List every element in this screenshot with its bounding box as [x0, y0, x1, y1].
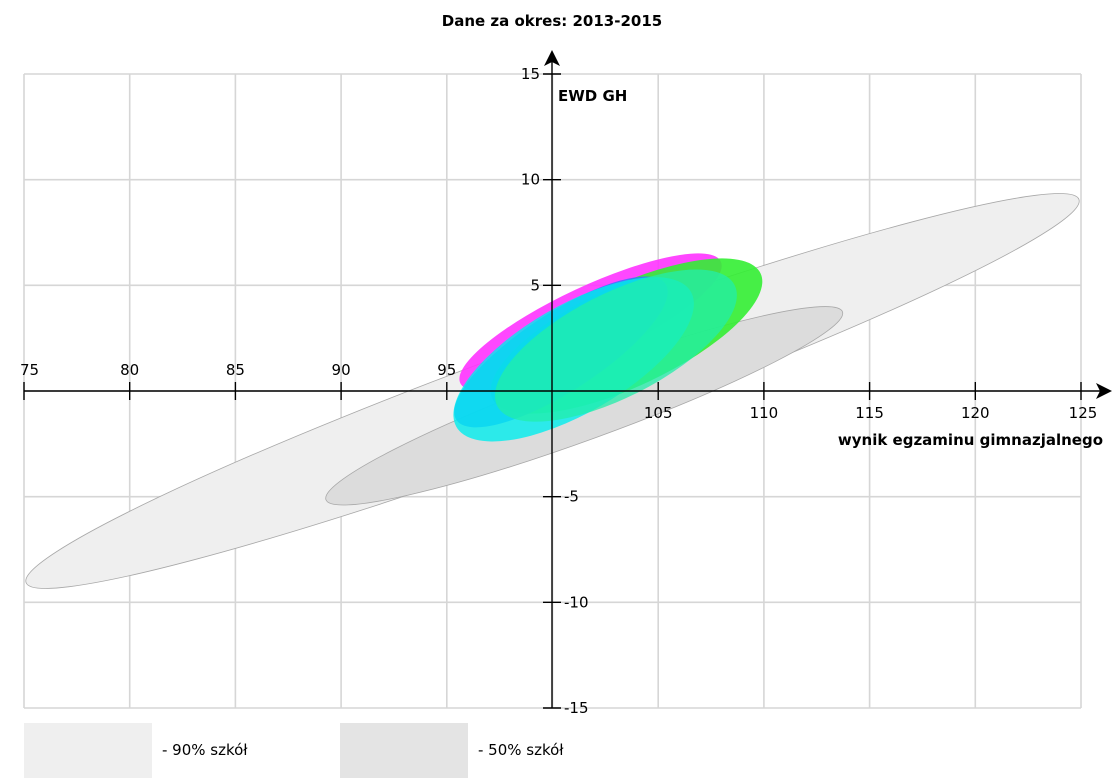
x-tick-label: 85: [226, 361, 245, 379]
x-tick-label: 90: [332, 361, 351, 379]
y-tick-label: 15: [521, 65, 540, 83]
y-tick-label: 5: [530, 276, 540, 294]
x-axis-arrow: [1096, 383, 1112, 399]
y-tick-label: -15: [564, 699, 589, 717]
x-tick-label: 80: [120, 361, 139, 379]
y-tick-label: -10: [564, 593, 589, 611]
series-ellipses: [453, 253, 763, 442]
legend-label-0: - 90% szkół: [162, 741, 248, 759]
legend-swatch-1: [340, 723, 468, 778]
legend-label-1: - 50% szkół: [478, 741, 564, 759]
y-tick-label: -5: [564, 488, 579, 506]
series-ellipse-4: [494, 269, 737, 422]
x-tick-label: 110: [750, 404, 779, 422]
x-axis-title: wynik egzaminu gimnazjalnego: [838, 431, 1103, 449]
chart-title: Dane za okres: 2013-2015: [442, 12, 662, 30]
y-axis-title: EWD GH: [558, 87, 627, 105]
x-tick-label: 120: [961, 404, 990, 422]
axes: [23, 50, 1112, 709]
x-tick-label: 95: [437, 361, 456, 379]
x-tick-label: 125: [1069, 404, 1098, 422]
x-tick-label: 75: [20, 361, 39, 379]
y-tick-label: 10: [521, 171, 540, 189]
x-tick-label: 105: [644, 404, 673, 422]
y-axis-arrow: [544, 50, 560, 66]
legend-swatch-0: [24, 723, 152, 778]
x-tick-label: 115: [855, 404, 884, 422]
legend: - 90% szkół - 50% szkół: [24, 723, 564, 778]
